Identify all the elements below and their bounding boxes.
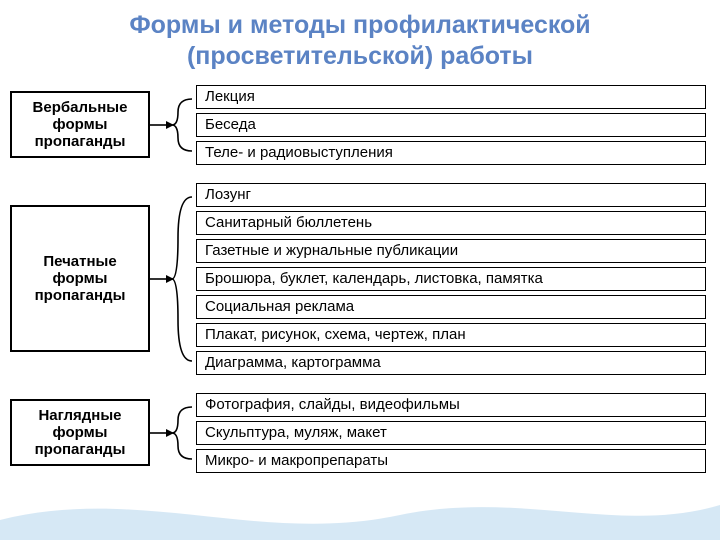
items-list: Лекция Беседа Теле- и радиовыступления [196,85,706,165]
category-label-line: Печатные [18,253,142,270]
group-0: Вербальныеформыпропаганды Лекция Беседа Тел… [10,85,710,165]
category-label-line: формы [18,424,142,441]
connector-svg [150,86,196,164]
category-label: Печатныеформыпропаганды [18,253,142,305]
list-item: Брошюра, буклет, календарь, листовка, па… [196,267,706,291]
connector [150,394,196,472]
connector-svg [150,394,196,472]
list-item: Газетные и журнальные публикации [196,239,706,263]
category-label: Наглядныеформыпропаганды [18,407,142,459]
category-label-line: Вербальные [18,99,142,116]
category-label-line: формы [18,116,142,133]
list-item: Лозунг [196,183,706,207]
connector [150,86,196,164]
group-1: Печатныеформыпропаганды Лозунг Санитарный … [10,183,710,375]
category-box: Вербальныеформыпропаганды [10,91,150,159]
diagram: ВербальныеформыпропагандыЛекцияБеседаТел… [0,81,720,473]
list-item: Микро- и макропрепараты [196,449,706,473]
list-item: Теле- и радиовыступления [196,141,706,165]
title-line-2: (просветительской) работы [20,41,700,72]
connector-svg [150,185,196,373]
category-label-line: пропаганды [18,287,142,304]
items-list: Фотография, слайды, видеофильмы Скульптур… [196,393,706,473]
wave-path [0,505,720,540]
decorative-wave [0,480,720,540]
list-item: Фотография, слайды, видеофильмы [196,393,706,417]
list-item: Плакат, рисунок, схема, чертеж, план [196,323,706,347]
page-title: Формы и методы профилактической (просвет… [0,0,720,81]
title-line-1: Формы и методы профилактической [20,10,700,41]
list-item: Беседа [196,113,706,137]
group-2: Наглядныеформыпропаганды Фотография, слай… [10,393,710,473]
category-label-line: Наглядные [18,407,142,424]
category-label-line: пропаганды [18,441,142,458]
category-label: Вербальныеформыпропаганды [18,99,142,151]
list-item: Лекция [196,85,706,109]
list-item: Социальная реклама [196,295,706,319]
list-item: Диаграмма, картограмма [196,351,706,375]
category-box: Печатныеформыпропаганды [10,205,150,353]
category-label-line: формы [18,270,142,287]
items-list: Лозунг Санитарный бюллетень Газетные и жур… [196,183,706,375]
list-item: Скульптура, муляж, макет [196,421,706,445]
category-box: Наглядныеформыпропаганды [10,399,150,467]
category-label-line: пропаганды [18,133,142,150]
connector [150,185,196,373]
list-item: Санитарный бюллетень [196,211,706,235]
